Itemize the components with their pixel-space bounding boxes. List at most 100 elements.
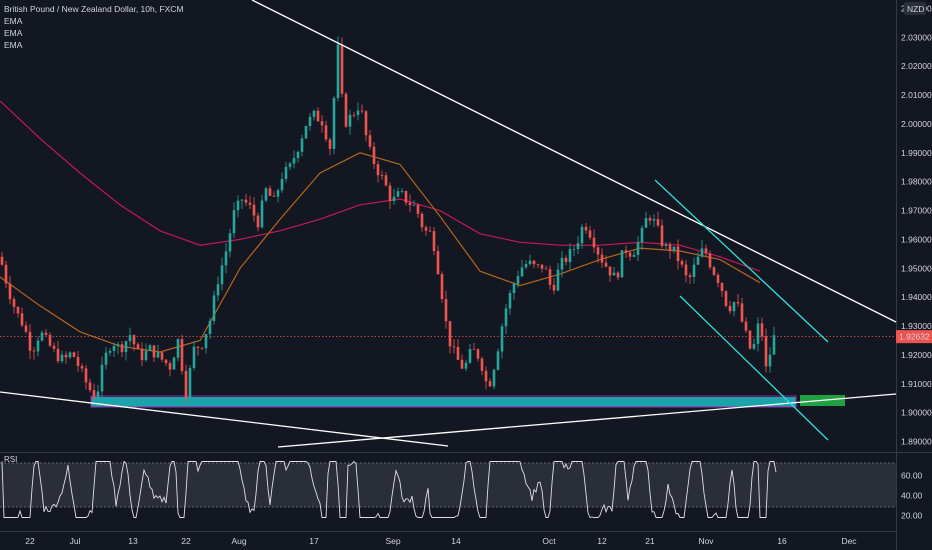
candle-body xyxy=(712,267,716,275)
candle-body xyxy=(660,225,664,247)
candle-body xyxy=(268,188,272,196)
candle-body xyxy=(356,110,360,116)
y-tick-label: 1.91000 xyxy=(901,379,932,389)
candle-body xyxy=(292,158,296,164)
candle-body xyxy=(576,243,580,250)
candle-body xyxy=(452,346,456,348)
candle-body xyxy=(740,303,744,322)
candle-body xyxy=(0,256,4,265)
candle-body xyxy=(92,390,96,399)
candle-body xyxy=(612,272,616,276)
candle-body xyxy=(16,306,20,314)
candle-body xyxy=(388,185,392,201)
candle-body xyxy=(616,272,620,278)
y-tick-label: 2.02000 xyxy=(901,61,932,71)
x-tick-label: 16 xyxy=(777,536,787,546)
candle-body xyxy=(160,352,164,360)
y-tick-label: 1.98000 xyxy=(901,177,932,187)
ema-indicator-3[interactable]: EMA xyxy=(4,40,23,50)
candle-body xyxy=(464,362,468,369)
candle-body xyxy=(176,339,180,358)
candle-body xyxy=(724,291,728,306)
y-tick-label: 1.96000 xyxy=(901,234,932,244)
candle-body xyxy=(676,246,680,262)
candle-body xyxy=(456,347,460,360)
candle-body xyxy=(416,204,420,214)
candle-body xyxy=(568,249,572,263)
candle-body xyxy=(604,262,608,267)
candle-body xyxy=(600,254,604,263)
candle-body xyxy=(768,354,772,367)
candle-body xyxy=(100,364,104,392)
candle-body xyxy=(96,391,100,399)
candle-body xyxy=(404,190,408,203)
candle-body xyxy=(384,175,388,186)
candle-body xyxy=(668,244,672,251)
candle-body xyxy=(564,257,568,263)
candle-body xyxy=(548,269,552,285)
candle-body xyxy=(372,146,376,165)
x-tick-label: 21 xyxy=(645,536,655,546)
candle-body xyxy=(708,253,712,268)
candle-body xyxy=(432,231,436,251)
candle-body xyxy=(728,305,732,312)
candle-body xyxy=(596,247,600,255)
ema-indicator-1[interactable]: EMA xyxy=(4,16,23,26)
candle-body xyxy=(540,264,544,269)
candle-body xyxy=(532,260,536,265)
candle-body xyxy=(320,121,324,126)
candle-body xyxy=(704,248,708,254)
support-zone-border xyxy=(90,395,797,408)
channel-upper-line xyxy=(654,179,829,343)
candle-body xyxy=(352,114,356,116)
candle-body xyxy=(552,284,556,291)
candle-body xyxy=(376,164,380,176)
x-tick-label: 22 xyxy=(181,536,191,546)
candle-body xyxy=(316,110,320,122)
candle-body xyxy=(252,204,256,216)
y-tick-label: 1.95000 xyxy=(901,263,932,273)
candle-body xyxy=(400,190,404,192)
candle-body xyxy=(732,302,736,312)
candle-body xyxy=(496,351,500,370)
candle-body xyxy=(368,135,372,147)
candle-body xyxy=(348,114,352,127)
candle-body xyxy=(444,299,448,322)
candle-body xyxy=(300,138,304,152)
candle-body xyxy=(104,352,108,365)
candle-body xyxy=(32,350,36,352)
candle-body xyxy=(436,250,440,275)
candle-body xyxy=(168,363,172,370)
candle-body xyxy=(684,264,688,276)
candle-body xyxy=(172,357,176,370)
candle-body xyxy=(656,219,660,226)
candle-body xyxy=(232,210,236,234)
candle-body xyxy=(140,348,144,361)
candle-body xyxy=(280,179,284,191)
candle-body xyxy=(680,261,684,265)
candle-body xyxy=(180,339,184,371)
x-tick-label: Nov xyxy=(698,536,714,546)
ema-indicator-2[interactable]: EMA xyxy=(4,28,23,38)
candle-body xyxy=(204,334,208,349)
candle-body xyxy=(460,359,464,369)
candle-body xyxy=(692,264,696,277)
candle-body xyxy=(772,335,776,355)
candle-body xyxy=(484,370,488,382)
candle-body xyxy=(296,151,300,159)
candle-body xyxy=(312,110,316,117)
x-tick-label: Oct xyxy=(542,536,556,546)
candle-body xyxy=(8,283,12,300)
candle-body xyxy=(328,139,332,149)
candle-body xyxy=(20,313,24,326)
candle-body xyxy=(556,269,560,291)
candle-body xyxy=(60,354,64,362)
candle-body xyxy=(248,202,252,205)
candle-body xyxy=(392,196,396,201)
rsi-y-tick-label: 60.00 xyxy=(901,471,923,481)
candle-body xyxy=(500,326,504,352)
candle-body xyxy=(472,348,476,350)
candle-body xyxy=(588,230,592,238)
candle-body xyxy=(412,204,416,206)
